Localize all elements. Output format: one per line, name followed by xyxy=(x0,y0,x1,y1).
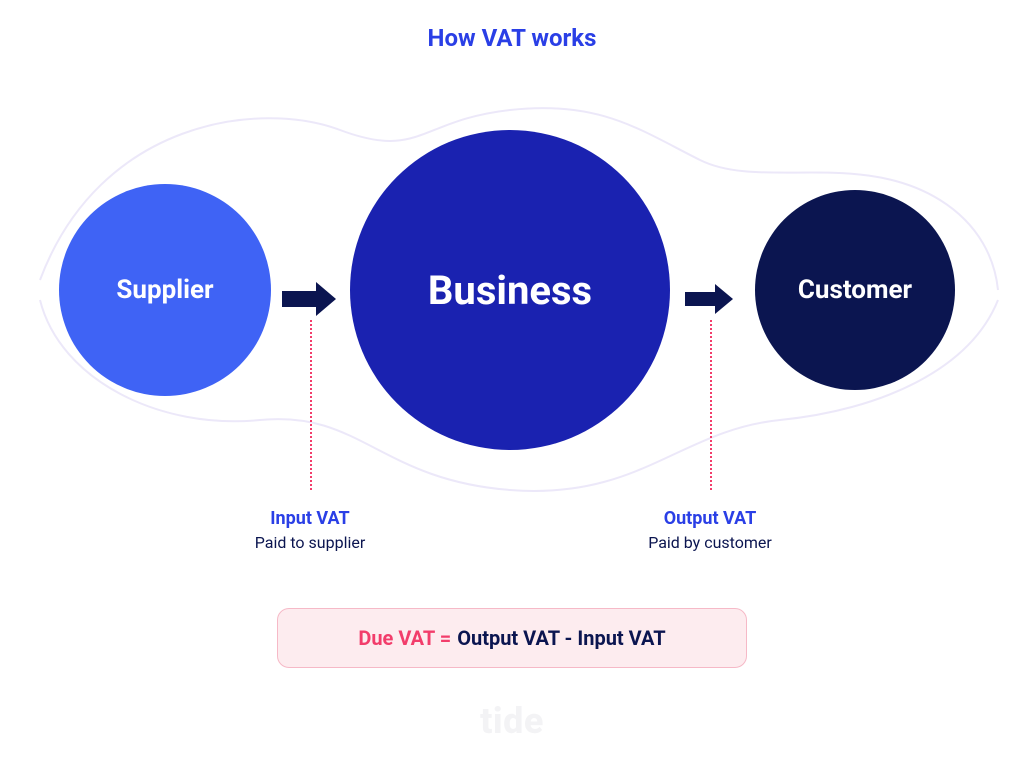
formula-box: Due VAT = Output VAT - Input VAT xyxy=(277,608,747,668)
arrow-business-to-customer xyxy=(685,284,733,314)
arrow-head-icon xyxy=(715,284,733,314)
arrow-head-icon xyxy=(316,282,336,316)
node-customer: Customer xyxy=(755,190,955,390)
formula-rest: Output VAT - Input VAT xyxy=(457,626,665,650)
connector-input-vat xyxy=(310,320,312,490)
label-output-vat: Output VAT Paid by customer xyxy=(590,508,830,552)
label-input-vat: Input VAT Paid to supplier xyxy=(190,508,430,552)
input-vat-sub: Paid to supplier xyxy=(190,533,430,552)
title-text: How VAT works xyxy=(428,24,597,52)
arrow-right-icon xyxy=(685,292,715,306)
formula-highlight: Due VAT = xyxy=(358,626,451,650)
output-vat-caption: Output VAT xyxy=(590,508,830,529)
connector-output-vat xyxy=(710,320,712,490)
output-vat-sub: Paid by customer xyxy=(590,533,830,552)
arrow-supplier-to-business xyxy=(282,282,336,316)
arrow-right-icon xyxy=(282,291,316,307)
diagram-title: How VAT works xyxy=(0,24,1024,52)
node-business: Business xyxy=(350,130,670,450)
node-supplier: Supplier xyxy=(59,184,271,396)
brand-text: tide xyxy=(480,700,544,742)
node-supplier-label: Supplier xyxy=(116,275,213,305)
node-customer-label: Customer xyxy=(798,275,912,305)
node-business-label: Business xyxy=(428,267,592,314)
input-vat-caption: Input VAT xyxy=(190,508,430,529)
brand-watermark: tide xyxy=(0,700,1024,742)
